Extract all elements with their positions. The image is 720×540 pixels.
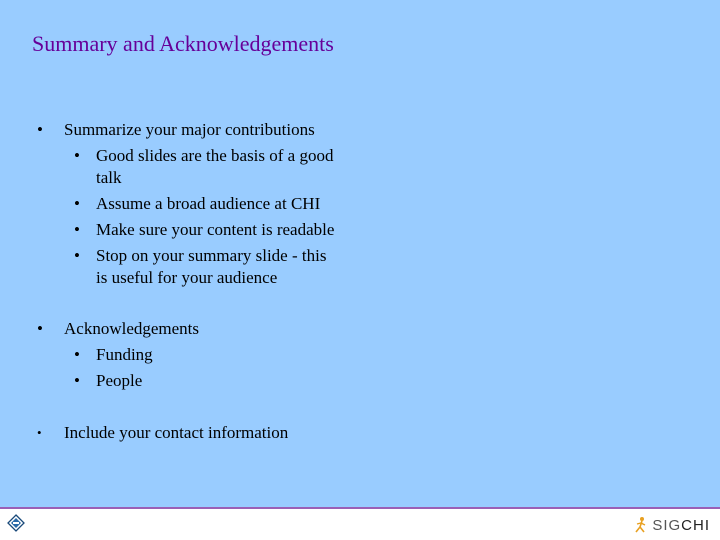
bullet-marker: • — [37, 120, 43, 139]
sigchi-logo: SIG CHI — [633, 514, 710, 536]
sub-bullet-item: • People — [74, 370, 394, 392]
sigchi-figure-icon — [635, 517, 646, 533]
slide-footer: SIG CHI — [0, 509, 720, 540]
footer-divider — [0, 507, 720, 509]
slide-content: • Summarize your major contributions • G… — [37, 119, 394, 444]
sub-bullet-item: • Stop on your summary slide - this — [74, 245, 394, 267]
bullet-marker: • — [74, 345, 80, 364]
bullet-text: Assume a broad audience at CHI — [96, 194, 321, 213]
sub-bullet-continuation: is useful for your audience — [74, 267, 394, 289]
slide-canvas: Summary and Acknowledgements • Summarize… — [0, 0, 720, 507]
bullet-marker: • — [74, 220, 80, 239]
bullet-text: Stop on your summary slide - this — [96, 246, 327, 265]
bullet-marker: • — [74, 371, 80, 390]
bullet-item: • Acknowledgements — [37, 318, 377, 340]
bullet-text: Good slides are the basis of a good — [96, 146, 334, 165]
sub-bullet-item: • Assume a broad audience at CHI — [74, 193, 394, 215]
bullet-marker: • — [74, 146, 80, 165]
sub-bullet-item: • Good slides are the basis of a good — [74, 145, 394, 167]
bullet-text: People — [96, 371, 143, 390]
slide-title: Summary and Acknowledgements — [32, 31, 334, 56]
bullet-marker: • — [37, 319, 43, 338]
bullet-text: Include your contact information — [64, 423, 289, 442]
sigchi-logo-chi: CHI — [681, 516, 710, 534]
sub-bullet-item: • Make sure your content is readable — [74, 219, 394, 241]
bullet-item: • Include your contact information — [37, 422, 377, 444]
bullet-marker: • — [37, 425, 42, 440]
bullet-text: Funding — [96, 345, 153, 364]
sigchi-logo-sig: SIG — [652, 516, 682, 534]
chi-conference-icon — [7, 514, 25, 532]
sub-bullet-item: • Funding — [74, 344, 394, 366]
bullet-text: Make sure your content is readable — [96, 220, 335, 239]
bullet-text: Summarize your major contributions — [64, 120, 315, 139]
bullet-marker: • — [74, 246, 80, 265]
sub-bullet-continuation: talk — [74, 167, 394, 189]
bullet-marker: • — [74, 194, 80, 213]
bullet-item: • Summarize your major contributions — [37, 119, 377, 141]
bullet-text: Acknowledgements — [64, 319, 200, 338]
bullet-text: talk — [96, 168, 122, 187]
bullet-text: is useful for your audience — [96, 268, 278, 287]
